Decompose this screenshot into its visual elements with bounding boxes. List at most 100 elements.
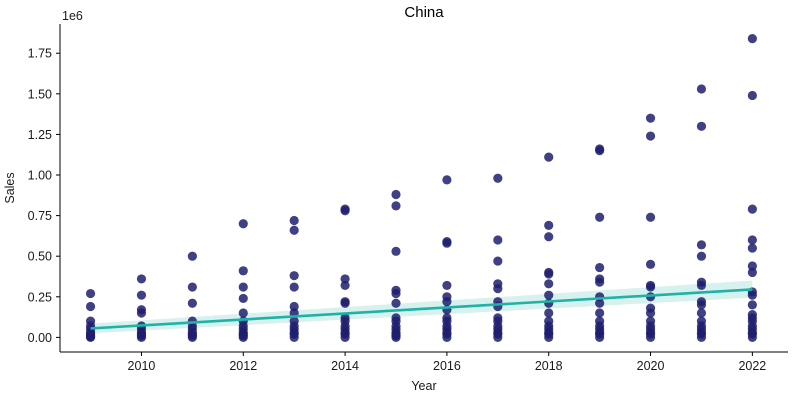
y-tick-label: 0.50	[28, 250, 52, 264]
data-point	[696, 84, 707, 94]
data-point	[187, 298, 197, 308]
data-point	[391, 332, 401, 342]
x-tick-label: 2012	[229, 359, 257, 373]
data-point	[136, 290, 147, 300]
data-point	[187, 332, 197, 342]
x-tick-label: 2014	[331, 359, 359, 373]
x-tick-label: 2016	[433, 359, 461, 373]
data-point	[544, 220, 554, 230]
data-point	[645, 282, 656, 292]
data-point	[493, 256, 503, 266]
data-point	[442, 297, 452, 307]
y-axis-label: Sales	[3, 172, 17, 203]
y-tick-label: 0.75	[28, 209, 52, 223]
x-tick-label: 2010	[128, 359, 156, 373]
y-tick-label: 1.00	[28, 169, 52, 183]
data-point	[747, 332, 757, 342]
x-tick-label: 2020	[637, 359, 665, 373]
data-point	[696, 280, 707, 291]
data-point	[544, 232, 554, 242]
data-point	[85, 301, 96, 312]
data-point	[645, 332, 656, 342]
data-point	[340, 280, 350, 291]
data-point	[442, 280, 452, 291]
data-point	[645, 131, 656, 141]
data-point	[187, 251, 197, 261]
data-point	[645, 259, 656, 269]
data-point	[747, 34, 757, 44]
data-point	[595, 146, 605, 156]
data-point	[289, 332, 299, 342]
data-point	[696, 308, 707, 318]
data-point	[187, 282, 197, 292]
chart-title: China	[404, 4, 444, 21]
data-point	[747, 261, 757, 271]
plot-area: 2010 2012 2014 2016 2018 2020 2022 0.00 0.25 0.50…	[28, 24, 788, 373]
data-point	[85, 288, 96, 299]
data-point	[85, 332, 96, 342]
data-point	[238, 293, 248, 304]
data-point	[696, 332, 707, 342]
data-point	[289, 225, 299, 235]
data-point	[645, 308, 656, 318]
data-point	[747, 243, 757, 253]
data-point	[747, 90, 757, 101]
trend-line	[90, 288, 753, 330]
y-tick-label: 0.25	[28, 290, 52, 304]
data-point	[136, 274, 147, 284]
data-point	[238, 332, 248, 342]
data-point	[747, 267, 757, 278]
data-point	[747, 300, 757, 310]
data-point	[238, 308, 248, 318]
data-point	[595, 212, 605, 222]
data-point	[442, 332, 452, 342]
data-point	[696, 121, 707, 131]
x-tick-label: 2022	[738, 359, 766, 373]
data-point	[645, 113, 656, 123]
data-point	[391, 189, 401, 200]
data-point	[696, 251, 707, 261]
data-point	[493, 173, 503, 183]
y-tick-label: 1.50	[28, 87, 52, 101]
y-tick-label: 1.75	[28, 47, 52, 61]
data-point	[493, 284, 503, 294]
data-point	[289, 215, 299, 226]
data-point	[442, 238, 452, 248]
data-point	[747, 235, 757, 245]
data-point	[391, 288, 401, 299]
data-point	[136, 308, 147, 318]
data-point	[595, 308, 605, 318]
data-point	[747, 290, 757, 300]
data-point	[238, 266, 248, 276]
data-point	[136, 332, 147, 342]
data-point	[595, 262, 605, 273]
data-point	[289, 301, 299, 312]
data-point	[391, 246, 401, 256]
data-point	[544, 152, 554, 162]
data-point	[238, 282, 248, 292]
data-point	[595, 298, 605, 308]
x-axis-label: Year	[411, 379, 436, 393]
data-point	[391, 201, 401, 211]
data-point	[391, 298, 401, 308]
data-point	[493, 235, 503, 245]
y-axis-offset-label: 1e6	[62, 9, 83, 23]
data-point	[544, 279, 554, 289]
data-point	[544, 269, 554, 279]
data-point	[696, 240, 707, 250]
data-point	[645, 212, 656, 222]
data-point	[340, 298, 350, 308]
data-point	[544, 308, 554, 318]
data-point	[544, 290, 554, 300]
x-tick-label: 2018	[535, 359, 563, 373]
data-point	[696, 300, 707, 310]
data-point	[544, 332, 554, 342]
data-point	[289, 282, 299, 292]
data-point	[747, 204, 757, 214]
data-point	[340, 332, 350, 342]
data-point	[442, 175, 452, 185]
data-point	[595, 332, 605, 342]
data-point	[340, 274, 350, 284]
